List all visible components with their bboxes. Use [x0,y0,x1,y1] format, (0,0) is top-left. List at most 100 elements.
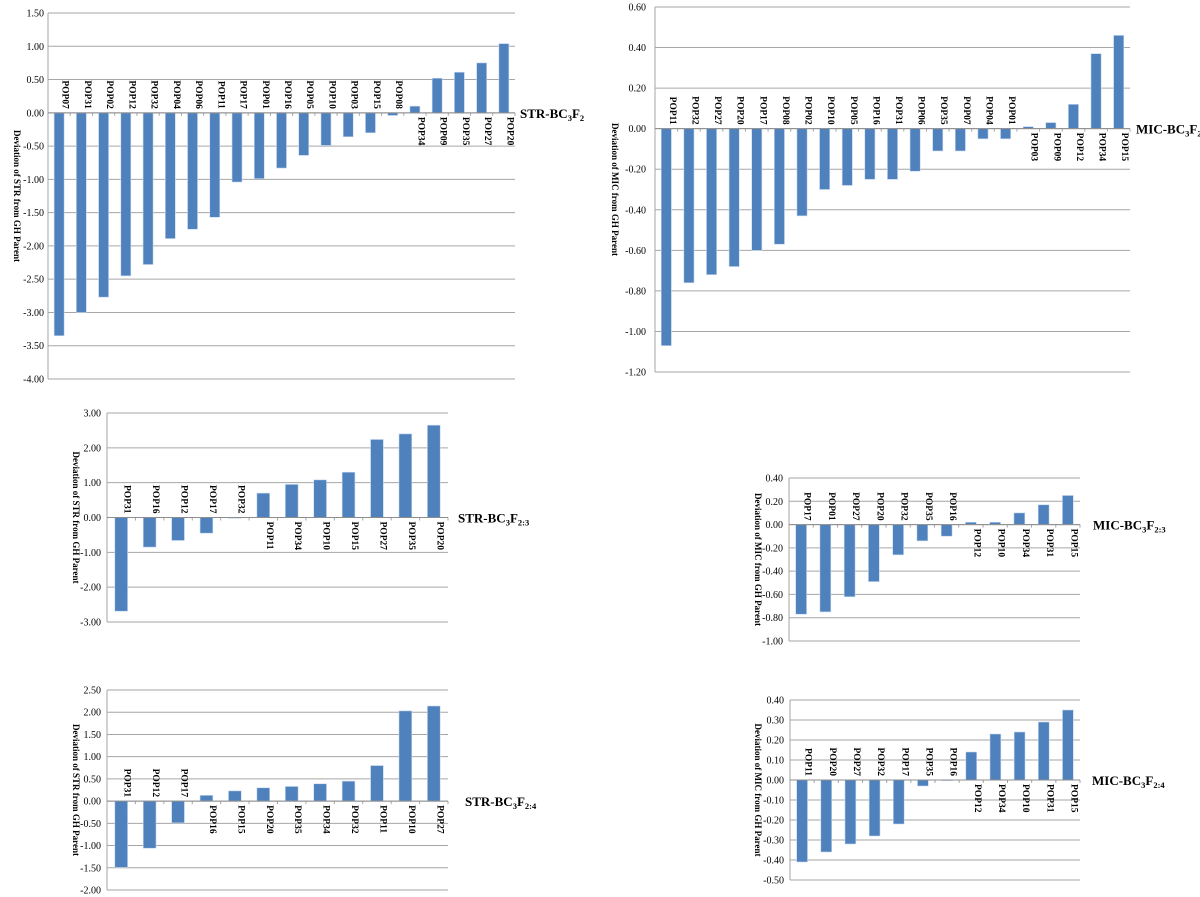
y-tick-label: -1.00 [762,637,783,648]
category-label: POP02 [803,96,813,125]
y-tick-label: -1.50 [23,208,44,219]
bar-POP17 [751,128,763,251]
category-label: POP17 [757,96,767,125]
bar-POP08 [774,128,785,245]
bar-POP11 [370,765,384,802]
bar-POP01 [819,524,832,613]
bar-POP20 [427,424,441,518]
y-tick-label: -0.40 [762,567,783,578]
bar-POP34 [1013,512,1026,525]
series-label: STR-BC3F2 [520,106,584,123]
bar-POP02 [98,112,109,298]
bar-POP20 [728,128,740,267]
bar-POP31 [1038,721,1050,781]
bar-POP12 [965,751,977,781]
y-tick-label: 0.00 [27,108,45,119]
category-label: POP17 [238,80,248,109]
y-tick-label: -0.60 [625,246,646,257]
bar-POP34 [989,733,1002,781]
series-label: MIC-BC3F2 [1136,122,1200,139]
category-label: POP10 [406,805,416,834]
bar-POP11 [796,779,808,863]
y-tick-label: -3.50 [23,341,44,352]
y-axis-title: Deviation of MIC from GH Parent [610,123,620,256]
category-label: POP04 [983,96,993,125]
bar-POP09 [431,77,443,114]
category-label: POP03 [349,80,359,109]
category-label: POP15 [1119,133,1129,162]
bar-POP17 [199,517,214,534]
category-label: POP32 [149,80,159,109]
bar-POP20 [868,524,880,582]
bar-POP16 [276,112,287,169]
y-tick-label: 1.50 [84,730,102,741]
category-label: POP10 [825,96,835,125]
y-tick-label: 0.30 [767,716,785,727]
category-label: POP31 [122,769,132,798]
bar-POP10 [398,710,413,802]
y-axis-title: Deviation of STR from GH Parent [71,452,81,584]
chart-panel-1: -4.00 -3.50 -3.00 -2.50 -2.00 -1.50 -1.00 -0.50… [12,9,584,386]
y-tick-label: 0.20 [766,497,784,508]
bar-POP31 [114,517,128,612]
category-label: POP07 [60,80,70,109]
category-label: POP20 [264,805,274,834]
category-label: POP17 [802,492,812,521]
category-label: POP32 [349,805,359,834]
category-label: POP20 [735,96,745,125]
y-tick-label: 2.00 [84,443,102,454]
category-label: POP34 [1097,133,1107,162]
category-label: POP12 [150,769,160,798]
bar-POP27 [476,62,487,114]
bar-POP04 [977,128,989,140]
bar-POP07 [53,112,65,337]
category-label: POP15 [349,522,359,551]
y-tick-label: 0.00 [84,513,102,524]
category-label: POP06 [916,96,926,125]
chart-panel-4: -1.00 -0.80 -0.60 -0.40 -0.20 0.00 0.20 0.40 POP… [753,474,1166,648]
category-label: POP07 [961,96,971,125]
bar-POP17 [893,779,905,825]
bar-POP05 [298,112,310,156]
category-label: POP17 [899,748,909,777]
category-label: POP27 [434,805,444,834]
bar-POP12 [171,517,185,541]
chart-panel-2: -1.20 -1.00 -0.80 -0.60 -0.40 -0.20 0.00 0.20 0.… [610,3,1200,379]
y-tick-label: -0.50 [23,142,44,153]
category-label: POP15 [1068,784,1078,813]
y-tick-label: 0.50 [27,75,45,86]
bar-POP02 [796,128,808,217]
y-tick-label: 0.00 [629,124,647,135]
y-tick-label: -0.50 [80,819,101,830]
category-label: POP11 [215,81,225,109]
category-label: POP12 [1074,133,1084,162]
category-label: POP01 [260,80,270,109]
category-label: POP32 [875,748,885,777]
category-label: POP09 [1051,133,1061,162]
category-label: POP15 [235,805,245,834]
category-label: POP34 [292,522,302,551]
bar-POP35 [398,433,413,518]
bar-POP15 [1062,709,1074,781]
category-label: POP15 [371,80,381,109]
y-axis-title: Deviation of MIC from GH Parent [753,493,763,626]
bar-POP35 [916,524,929,542]
category-label: POP32 [689,96,699,125]
series-label: STR-BC3F2:4 [465,794,537,811]
bar-POP11 [209,112,221,218]
y-tick-label: -1.00 [80,841,101,852]
category-label: POP04 [171,80,181,109]
category-label: POP17 [207,485,217,514]
category-label: POP20 [827,748,837,777]
category-label: POP05 [848,96,858,125]
category-label: POP34 [415,117,425,146]
category-label: POP27 [377,522,387,551]
category-label: POP27 [850,492,860,521]
category-label: POP06 [193,80,203,109]
y-tick-label: -0.80 [762,613,783,624]
bar-POP15 [228,790,242,802]
bar-POP10 [320,112,332,146]
y-tick-label: -2.50 [23,275,44,286]
bar-POP32 [341,780,356,802]
